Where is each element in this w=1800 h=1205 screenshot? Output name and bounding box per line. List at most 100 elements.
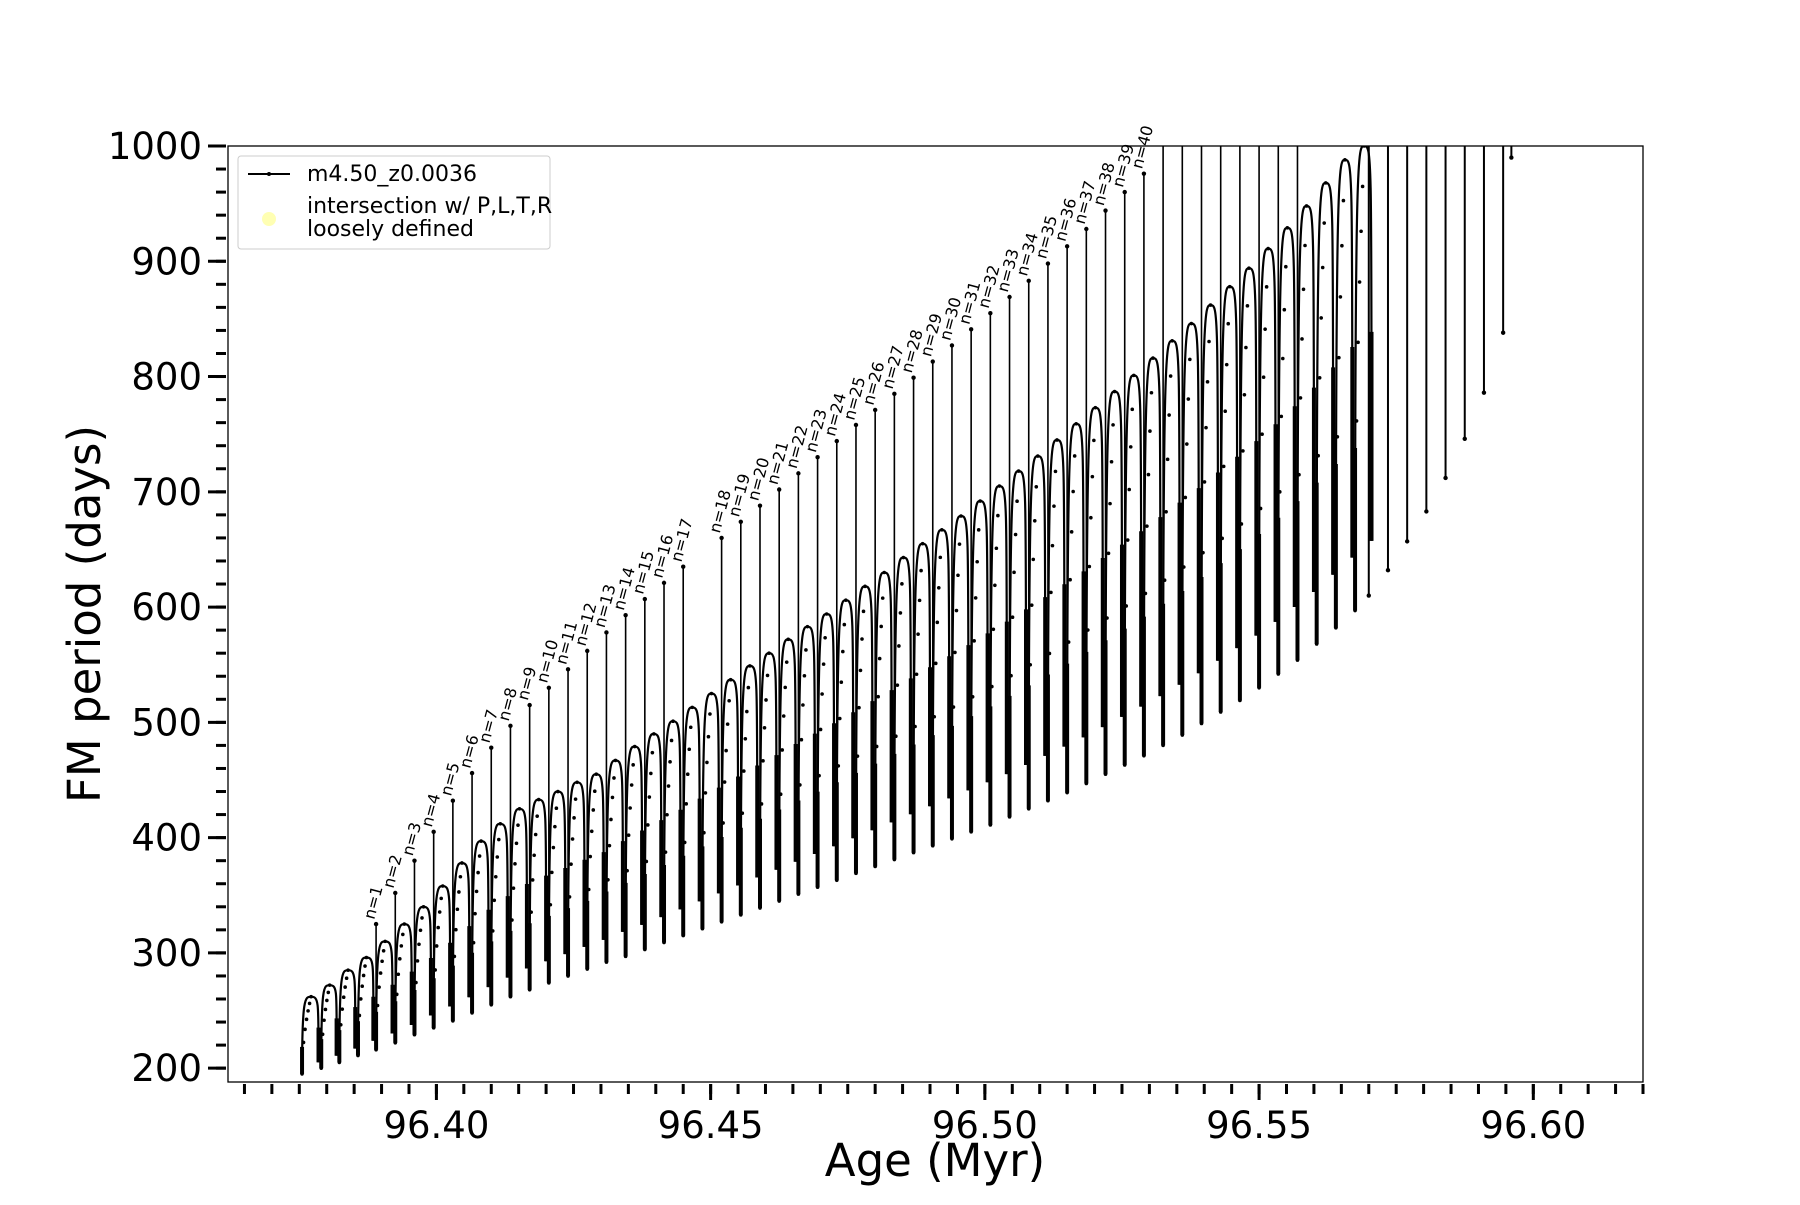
series-point: [1065, 790, 1069, 795]
legend-box: [237, 155, 551, 250]
series-point: [1353, 608, 1357, 613]
series-point: [1242, 392, 1247, 397]
series-loop: [451, 861, 471, 1021]
series-point: [662, 940, 666, 945]
series-point: [1093, 405, 1098, 410]
series-spike-top: [661, 580, 667, 586]
series-point: [510, 918, 514, 922]
series-point: [592, 789, 597, 793]
series-loop: [893, 556, 912, 860]
series-point: [1029, 603, 1034, 607]
series-point: [758, 906, 762, 910]
series-spike-top: [546, 685, 552, 690]
series-point: [709, 691, 714, 696]
series-spike-top: [431, 829, 436, 835]
series-point: [628, 806, 632, 810]
series-point: [489, 1002, 494, 1007]
series-point: [307, 1001, 312, 1006]
series-point: [613, 758, 618, 763]
series-point: [687, 747, 692, 752]
series-point: [975, 559, 979, 564]
series-point: [1145, 524, 1149, 528]
series-point: [990, 684, 994, 689]
series-point: [764, 698, 768, 702]
series-loop: [643, 732, 663, 950]
series-point: [804, 648, 808, 652]
series-spike-top: [872, 407, 878, 413]
series-point: [420, 916, 424, 920]
legend-circle-marker: [262, 212, 276, 226]
series-point: [455, 907, 460, 912]
series-loop: [970, 499, 989, 832]
series-point: [375, 1003, 380, 1008]
series-loop: [1142, 356, 1162, 756]
series-point: [589, 829, 594, 834]
series-point: [913, 724, 917, 729]
series-point: [1319, 316, 1323, 320]
series-point: [1341, 198, 1346, 203]
series-point: [796, 892, 801, 896]
series-point: [834, 878, 839, 883]
series-late-spike-end: [1366, 593, 1371, 598]
series-spike-top: [527, 702, 532, 708]
series-point: [1026, 807, 1031, 811]
series-point: [823, 636, 827, 640]
series-point: [876, 694, 880, 699]
y-tick-label: 500: [131, 701, 202, 744]
series-point: [1084, 781, 1089, 786]
y-tick-label: 1000: [108, 125, 202, 168]
series-point: [1317, 375, 1322, 380]
series-point: [1264, 285, 1269, 289]
series-point: [1226, 321, 1231, 326]
series-late-spike-end: [1424, 509, 1429, 514]
series-point: [553, 824, 557, 829]
series-point: [364, 955, 369, 960]
series-point: [1297, 472, 1301, 477]
series-point: [743, 736, 748, 741]
series-point: [1105, 616, 1109, 620]
series-point: [682, 840, 687, 845]
y-tick-label: 200: [131, 1047, 202, 1090]
series-spike-top: [1103, 208, 1108, 213]
series-loop: [509, 807, 529, 997]
series-point: [1111, 423, 1115, 427]
series-point: [1028, 663, 1033, 667]
series-spike-top: [988, 310, 993, 316]
series-point: [1047, 651, 1052, 656]
series-spike-top: [1084, 226, 1089, 232]
series-point: [1143, 591, 1148, 596]
series-point: [1257, 685, 1261, 690]
series-loop: [1008, 469, 1028, 817]
series-point: [879, 624, 884, 629]
series-spike-top: [604, 630, 609, 635]
y-tick-label: 700: [131, 471, 202, 514]
series-point: [1223, 409, 1228, 414]
series-point: [1282, 307, 1287, 312]
series-loop: [586, 773, 605, 970]
y-tick-label: 800: [131, 356, 202, 399]
series-point: [973, 596, 978, 600]
series-loop: [931, 528, 951, 846]
series-point: [548, 902, 553, 907]
series-loop: [1200, 303, 1220, 724]
series-point: [301, 1040, 306, 1045]
series-point: [340, 1007, 345, 1011]
series-point: [588, 854, 593, 859]
series-point: [474, 889, 479, 894]
series-loop: [1257, 247, 1277, 688]
series-point: [498, 821, 503, 826]
series-spike-top: [796, 471, 801, 476]
series-point: [646, 823, 650, 827]
series-point: [1304, 204, 1309, 208]
series-late-spike-end: [1509, 155, 1514, 160]
series-loop: [778, 638, 797, 902]
series-point: [344, 976, 349, 981]
series-spike-top: [489, 745, 494, 750]
series-point: [1087, 564, 1092, 569]
series-point: [495, 855, 500, 859]
series-point: [1092, 438, 1096, 443]
series-point: [398, 957, 402, 961]
series-point: [473, 911, 477, 916]
series-point: [801, 703, 805, 707]
series-point: [1066, 640, 1071, 644]
